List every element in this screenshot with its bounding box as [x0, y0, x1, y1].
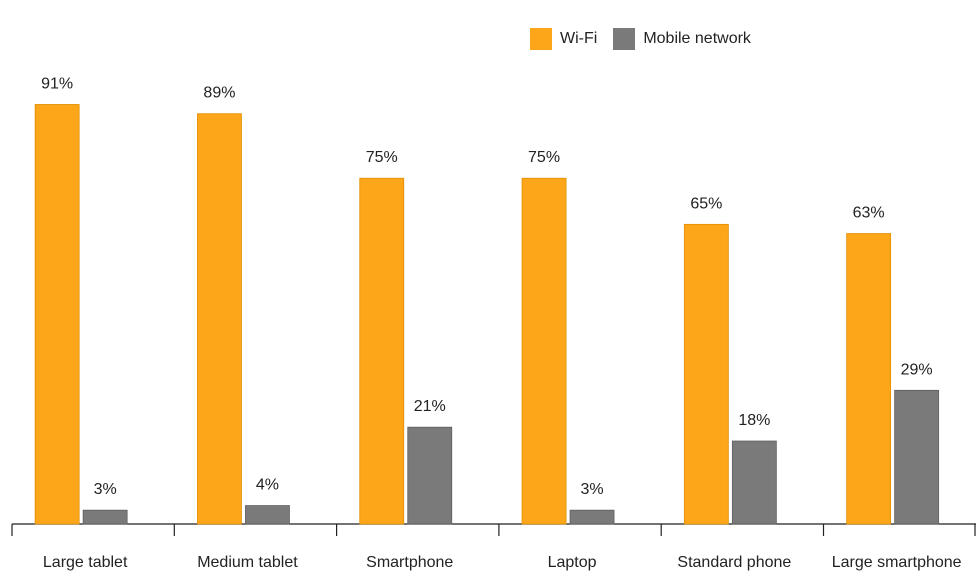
legend-label-mobile: Mobile network: [643, 30, 751, 47]
data-label: 21%: [414, 398, 446, 415]
bar-wifi: [34, 104, 80, 525]
category-label: Smartphone: [366, 554, 453, 571]
data-label: 3%: [580, 481, 603, 498]
bar-mobile: [894, 389, 940, 525]
bar-mobile: [407, 426, 453, 525]
data-label: 29%: [901, 361, 933, 378]
bar-wifi: [359, 177, 405, 525]
bar-mobile: [731, 440, 777, 525]
data-label: 4%: [256, 477, 279, 494]
bar-wifi: [846, 233, 892, 525]
bar-mobile: [569, 509, 615, 525]
category-label: Medium tablet: [197, 554, 298, 571]
data-label: 89%: [203, 85, 235, 102]
bar-wifi: [683, 223, 729, 525]
bar-mobile: [245, 505, 290, 525]
legend-swatch-mobile: [613, 28, 636, 50]
data-label: 18%: [738, 412, 770, 429]
legend-item-mobile: Mobile network: [613, 28, 751, 50]
bar-wifi: [521, 177, 567, 525]
category-label: Large smartphone: [832, 554, 962, 571]
data-label: 63%: [853, 205, 885, 222]
bar-wifi: [197, 113, 242, 525]
category-label: Large tablet: [43, 554, 128, 571]
data-label: 3%: [94, 481, 117, 498]
data-label: 75%: [528, 149, 560, 166]
data-label: 75%: [366, 149, 398, 166]
bar-mobile: [82, 509, 128, 525]
category-label: Standard phone: [677, 554, 791, 571]
category-label: Laptop: [548, 554, 597, 571]
legend-swatch-wifi: [530, 28, 552, 50]
data-label: 91%: [41, 75, 73, 92]
legend-label-wifi: Wi-Fi: [560, 30, 598, 47]
legend: Wi-Fi Mobile network: [530, 28, 767, 50]
data-label: 65%: [690, 195, 722, 212]
legend-item-wifi: Wi-Fi: [530, 28, 597, 50]
